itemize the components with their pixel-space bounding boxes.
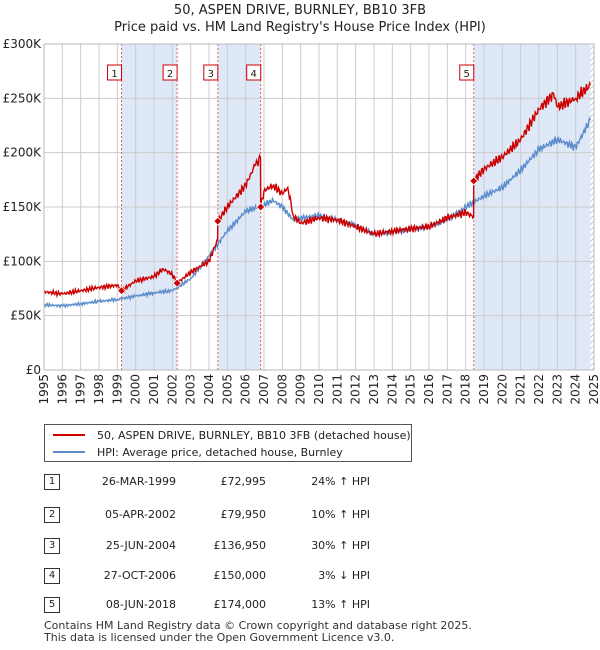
x-tick-label: 1999 [110,374,124,405]
x-tick-label: 2002 [165,374,179,405]
y-tick-label: £300K [3,37,43,51]
x-tick-label: 2021 [514,374,528,405]
y-tick-label: £0 [26,363,41,377]
x-tick-label: 2005 [220,374,234,405]
legend-label-hpi: HPI: Average price, detached house, Burn… [97,445,343,459]
legend-item-property: 50, ASPEN DRIVE, BURNLEY, BB10 3FB (deta… [53,427,411,443]
sale-label: 1 [111,69,117,80]
chart-legend: 50, ASPEN DRIVE, BURNLEY, BB10 3FB (deta… [44,424,412,462]
sale-label-box [203,64,219,81]
x-tick-label: 2008 [275,374,289,405]
y-tick-label: £250K [3,91,43,105]
transaction-price: £136,950 [213,539,267,552]
transaction-price: £72,995 [220,475,267,488]
x-tick-label: 2014 [385,374,399,405]
transaction-date: 26-MAR-1999 [101,475,176,488]
x-tick-label: 2017 [440,374,454,405]
sale-label: 4 [251,69,257,80]
hpi-line [44,116,591,309]
property-price-line [44,80,591,299]
y-tick-label: £50K [10,309,42,323]
x-tick-label: 2006 [239,374,253,405]
x-tick-label: 2010 [312,374,326,405]
legend-item-hpi: HPI: Average price, detached house, Burn… [53,444,343,460]
x-tick-label: 2023 [550,374,564,405]
x-tick-label: 2004 [202,374,216,405]
x-tick-label: 2009 [294,374,308,405]
legend-line-hpi [53,451,85,453]
sale-point [116,286,127,296]
sale-label-box [246,64,262,81]
y-tick-label: £150K [3,200,43,214]
x-tick-label: 2012 [349,374,363,405]
transaction-date: 27-OCT-2006 [103,569,176,582]
sale-point [172,278,182,288]
transaction-number: 5 [44,597,60,613]
x-tick-label: 2013 [367,374,381,405]
transaction-hpi-diff: 30% ↑ HPI [311,539,370,552]
sale-point [256,202,266,212]
y-tick-label: £200K [3,146,43,160]
transaction-date: 05-APR-2002 [104,508,176,521]
transaction-price: £150,000 [213,569,267,582]
sale-label: 2 [167,69,173,80]
y-tick-label: £100K [3,254,43,268]
x-tick-label: 2011 [330,374,344,405]
legend-line-property [53,434,85,436]
transaction-date: 25-JUN-2004 [105,539,176,552]
x-tick-label: 1996 [55,374,69,405]
sale-label: 3 [208,69,214,80]
transaction-number: 3 [44,538,60,554]
sale-label-box [459,64,475,81]
transaction-hpi-diff: 13% ↑ HPI [311,598,370,611]
x-tick-label: 1998 [92,374,106,405]
x-tick-label: 2000 [129,374,143,405]
sale-point [469,176,479,186]
footer-line: This data is licensed under the Open Gov… [44,631,395,644]
price-chart: 1 2 3 4 5 £0 £50K £100K £150K £200K £250K £300K 19… [3,37,600,405]
x-tick-label: 1997 [74,374,88,405]
transaction-number: 1 [44,474,60,490]
x-tick-label: 1995 [37,374,51,405]
transaction-date: 08-JUN-2018 [105,598,176,611]
chart-title: 50, ASPEN DRIVE, BURNLEY, BB10 3FB [173,3,427,18]
footer-line: Contains HM Land Registry data © Crown c… [44,619,472,632]
x-tick-label: 2025 [587,374,600,405]
x-tick-label: 2003 [184,374,198,405]
x-tick-label: 2001 [147,374,161,405]
x-tick-label: 2019 [477,374,491,405]
transaction-hpi-diff: 24% ↑ HPI [311,475,370,488]
x-tick-label: 2024 [569,374,583,405]
legend-label-property: 50, ASPEN DRIVE, BURNLEY, BB10 3FB (deta… [97,428,411,442]
x-tick-label: 2020 [495,374,509,405]
x-tick-label: 2022 [532,374,546,405]
x-tick-label: 2016 [422,374,436,405]
x-tick-label: 2007 [257,374,271,405]
transaction-number: 2 [44,507,60,523]
sale-label-box [162,64,178,81]
chart-subtitle: Price paid vs. HM Land Registry's House … [114,20,486,35]
transaction-price: £174,000 [213,598,267,611]
footer-attribution: Contains HM Land Registry data © Crown c… [44,620,472,644]
x-tick-label: 2015 [404,374,418,405]
transaction-price: £79,950 [220,508,267,521]
transaction-hpi-diff: 3% ↓ HPI [318,569,370,582]
transaction-number: 4 [44,568,60,584]
transaction-hpi-diff: 10% ↑ HPI [311,508,370,521]
sale-label-box [107,64,123,81]
sale-point [213,216,223,226]
x-tick-label: 2018 [459,374,473,405]
sale-label: 5 [464,69,470,80]
